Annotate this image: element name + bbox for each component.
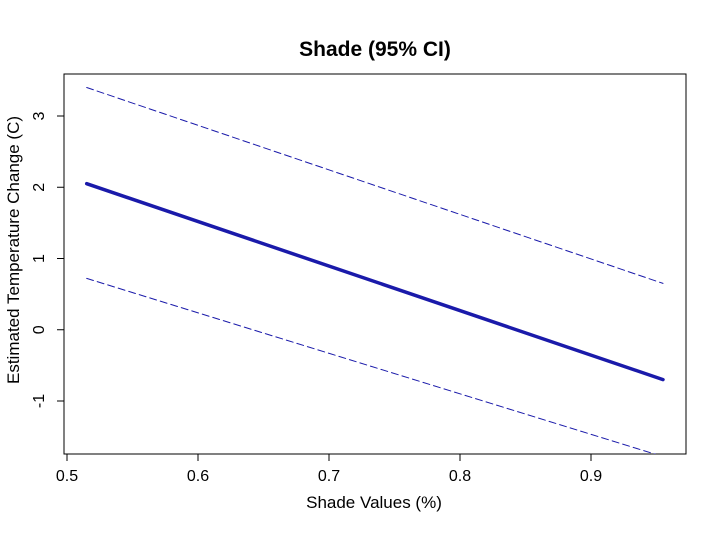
y-tick-label: 2 (31, 183, 48, 192)
y-axis-label: Estimated Temperature Change (C) (4, 116, 23, 384)
x-tick-label: 0.9 (580, 468, 602, 485)
x-tick-label: 0.5 (56, 468, 78, 485)
series-line-upper (86, 87, 664, 284)
chart-title: Shade (95% CI) (299, 38, 451, 61)
x-tick-label: 0.6 (187, 468, 209, 485)
x-axis: 0.5 0.6 0.7 0.8 0.9 (56, 453, 602, 485)
y-tick-label: 1 (31, 254, 48, 263)
x-axis-label: Shade Values (%) (306, 493, 442, 512)
series-layer (84, 87, 665, 454)
y-tick-label: 3 (31, 111, 48, 120)
y-tick-label: 0 (31, 325, 48, 334)
series-line-lower (86, 277, 657, 454)
x-tick-label: 0.7 (318, 468, 340, 485)
y-tick-label: -1 (31, 394, 48, 408)
x-tick-label: 0.8 (449, 468, 471, 485)
y-axis: -1 0 1 2 3 (31, 111, 65, 408)
plot-frame (63, 73, 687, 455)
series-line-estimate (84, 181, 665, 382)
